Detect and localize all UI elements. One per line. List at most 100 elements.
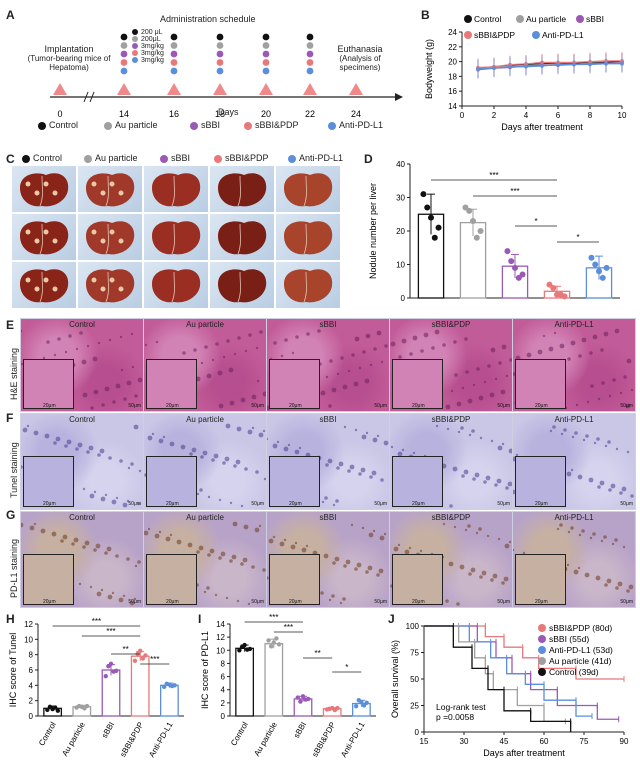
cell-nucleus	[349, 464, 355, 470]
cell-nucleus	[53, 441, 57, 445]
cell-nucleus	[279, 541, 285, 547]
j-legend-label: Au particle (41d)	[549, 656, 612, 666]
cell-nucleus	[448, 561, 454, 567]
liver-lobe	[218, 269, 267, 303]
cell-nucleus	[68, 334, 72, 338]
cell-nucleus	[100, 496, 106, 502]
timeline-arrow-marker	[213, 83, 227, 95]
cell-nucleus	[101, 403, 105, 407]
cell-nucleus	[226, 339, 230, 343]
cell-nucleus	[483, 380, 487, 384]
b-legend-label: sBBI&PDP	[474, 30, 515, 40]
dose-legend: 200 μL 200μL 3mg/kg 3mg/kg 3mg/kg	[132, 29, 164, 64]
cell-nucleus	[144, 343, 148, 347]
cell-nucleus	[354, 336, 360, 342]
b-point	[620, 62, 624, 66]
cell-nucleus	[507, 481, 512, 487]
cell-nucleus	[187, 542, 193, 548]
dose-dot	[170, 42, 178, 49]
cell-nucleus	[566, 471, 572, 477]
cell-nucleus	[592, 532, 596, 536]
timeline-arrow-marker	[53, 83, 67, 95]
liver-photo	[12, 214, 76, 260]
bar-ytick-label: 0	[221, 712, 226, 721]
bar-ytick-label: 4	[29, 681, 34, 690]
bar-ytick-label: 12	[216, 633, 225, 642]
bar-datapoint	[298, 699, 303, 704]
cell-nucleus	[608, 488, 612, 492]
bar-datapoint	[477, 228, 484, 234]
dose-dot	[216, 33, 224, 41]
cell-nucleus	[467, 398, 473, 404]
cell-nucleus	[600, 348, 604, 352]
cell-nucleus	[604, 583, 608, 587]
bar-datapoint	[335, 705, 340, 711]
b-legend-label: Control	[474, 14, 502, 24]
cell-nucleus	[200, 455, 204, 459]
zoom-inset	[269, 553, 320, 605]
cell-nucleus	[244, 467, 248, 471]
cell-nucleus	[468, 572, 472, 576]
cell-nucleus	[369, 475, 373, 479]
dose-dot	[306, 59, 314, 66]
cell-nucleus	[456, 602, 460, 606]
cell-nucleus	[397, 543, 401, 547]
b-series-line	[477, 63, 622, 70]
panel-label-d: D	[364, 152, 373, 166]
timeline-day-label: 0	[57, 109, 62, 119]
cell-nucleus	[104, 493, 108, 497]
cell-nucleus	[84, 540, 90, 546]
cell-nucleus	[459, 564, 465, 570]
cell-nucleus	[501, 442, 505, 446]
cell-nucleus	[476, 367, 480, 371]
histology-tile: Anti-PD-L1 20μm 50μm	[512, 413, 636, 510]
cell-nucleus	[515, 453, 519, 457]
liver-lobe	[218, 173, 267, 207]
cell-nucleus	[258, 432, 264, 438]
cell-nucleus	[463, 469, 469, 475]
liver-fissure	[237, 271, 241, 303]
cell-nucleus	[317, 329, 321, 333]
panel-label-i: I	[198, 612, 202, 626]
liver-shape	[284, 269, 333, 303]
liver-lobe	[152, 173, 201, 207]
cell-nucleus	[623, 375, 627, 379]
scale-bar-large: 50μm	[620, 599, 633, 605]
cell-nucleus	[123, 397, 127, 401]
timeline-day-label: 20	[261, 109, 271, 119]
scale-bar-small: 20μm	[535, 599, 548, 605]
cell-nucleus	[97, 453, 101, 457]
cell-nucleus	[604, 444, 608, 448]
cell-nucleus	[575, 403, 579, 407]
cell-nucleus	[556, 527, 560, 531]
cell-nucleus	[126, 499, 130, 503]
zoom-inset	[392, 455, 443, 507]
cell-nucleus	[464, 337, 468, 341]
bar-ytick-label: 2	[29, 697, 34, 706]
cell-nucleus	[611, 542, 615, 546]
liver-nodule	[34, 286, 40, 292]
cell-nucleus	[345, 559, 351, 565]
b-xtick-label: 10	[618, 111, 627, 120]
cell-nucleus	[390, 445, 394, 449]
cell-nucleus	[26, 424, 30, 428]
j-ylabel: Overall survival (%)	[390, 640, 400, 718]
cell-nucleus	[453, 525, 457, 529]
cell-nucleus	[465, 370, 469, 374]
cell-nucleus	[336, 372, 340, 376]
liver-nodule	[109, 181, 115, 187]
cell-nucleus	[29, 525, 35, 531]
scale-bar-small: 20μm	[166, 599, 179, 605]
cell-nucleus	[475, 531, 479, 535]
bar	[159, 684, 179, 717]
liver-nodule	[100, 190, 106, 196]
bar-datapoint	[45, 707, 50, 713]
liver-fissure	[171, 223, 175, 255]
b-point	[508, 64, 512, 69]
cell-nucleus	[86, 344, 90, 348]
cell-nucleus	[404, 549, 410, 555]
timeline-arrow-marker	[117, 83, 131, 95]
cell-nucleus	[66, 439, 72, 445]
cell-nucleus	[240, 504, 244, 508]
cell-nucleus	[630, 388, 634, 392]
